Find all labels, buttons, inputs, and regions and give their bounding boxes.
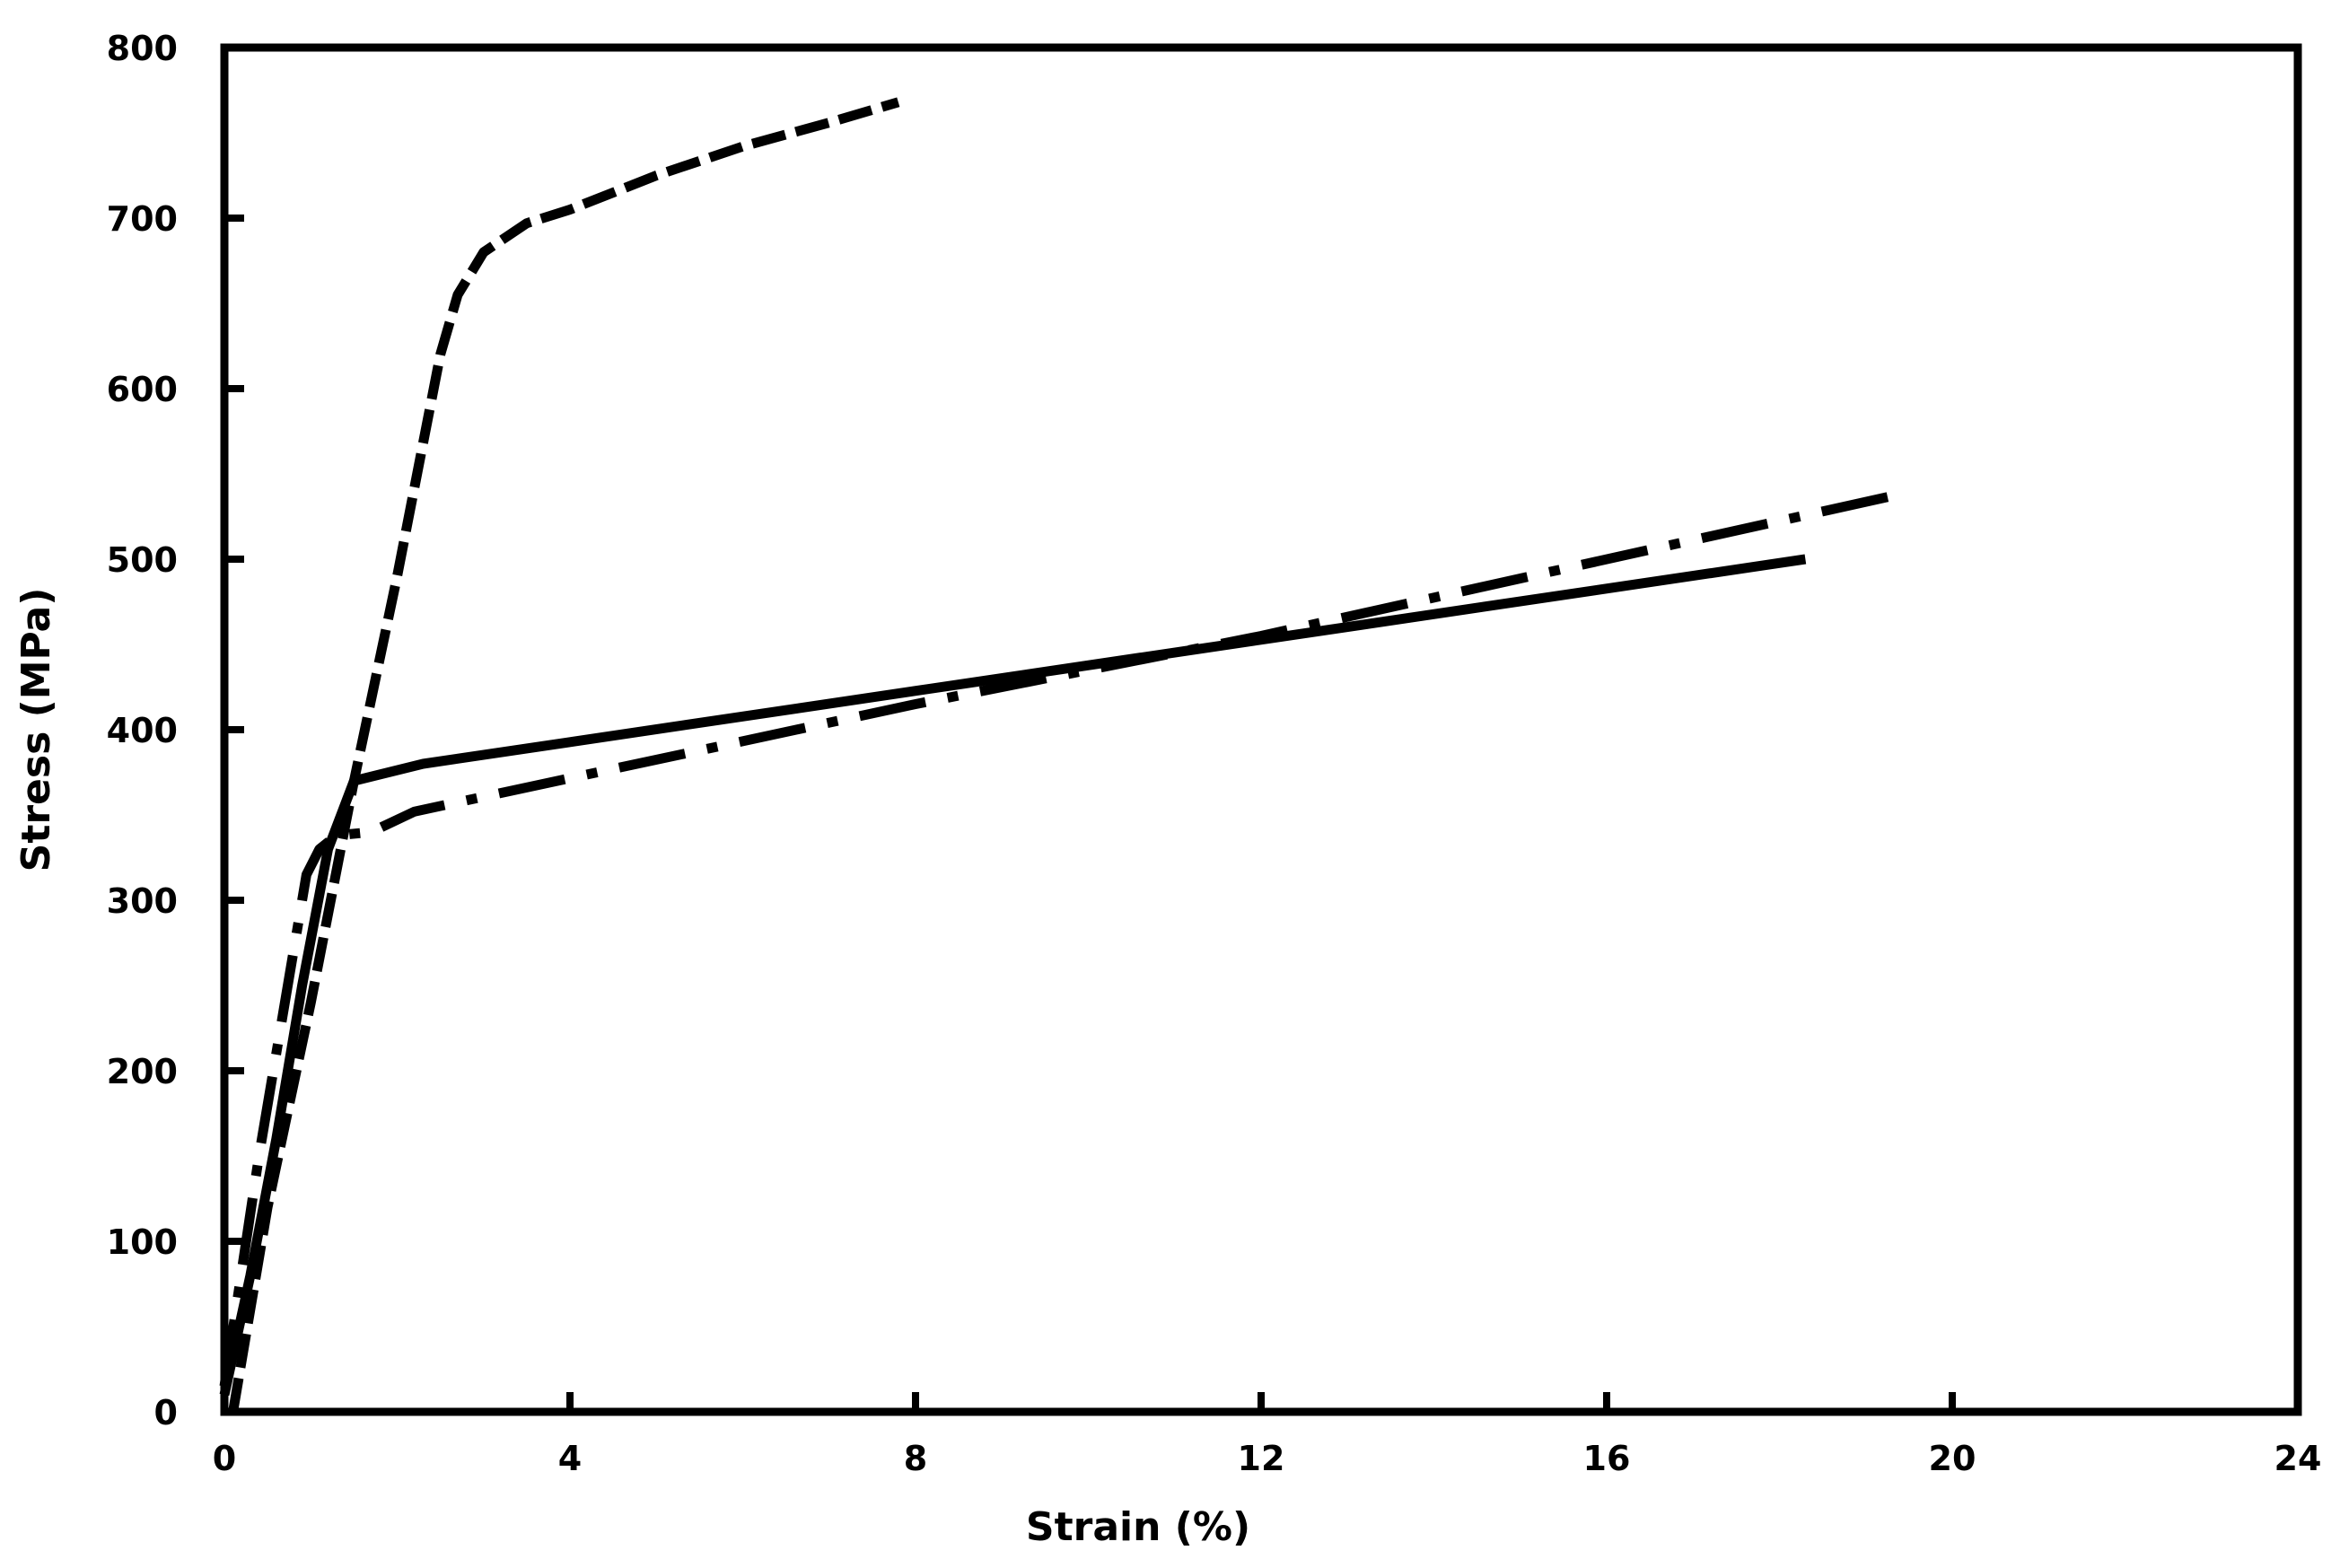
x-tick-label: 24	[2274, 1439, 2322, 1478]
series-solid-line	[219, 554, 1807, 1397]
x-tick-label: 8	[904, 1439, 927, 1478]
series-dashed-line	[228, 97, 900, 1413]
y-tick-label: 100	[107, 1222, 178, 1262]
y-tick-label: 800	[107, 29, 178, 68]
x-axis-title: Strain (%)	[1026, 1504, 1250, 1550]
series-layer	[219, 97, 1893, 1413]
y-axis-title: Stress (MPa)	[13, 588, 59, 872]
y-tick-label: 500	[107, 540, 178, 580]
x-tick-label: 20	[1929, 1439, 1976, 1478]
x-tick-label: 0	[213, 1439, 236, 1478]
series-dash-dot-line	[219, 491, 1893, 1388]
plot-frame	[220, 43, 2302, 1416]
y-tick-label: 200	[107, 1052, 178, 1091]
y-tick-label: 400	[107, 711, 178, 750]
x-tick-label: 12	[1238, 1439, 1285, 1478]
ticks-layer: 0 4 8 12 16 20 24 0 100 200 300 400 500 600 700 800	[107, 29, 2322, 1478]
x-tick-label: 16	[1583, 1439, 1631, 1478]
y-tick-label: 700	[107, 199, 178, 239]
y-tick-label: 600	[107, 370, 178, 409]
x-tick-label: 4	[558, 1439, 582, 1478]
y-tick-label: 0	[154, 1393, 178, 1432]
y-tick-label: 300	[107, 881, 178, 921]
